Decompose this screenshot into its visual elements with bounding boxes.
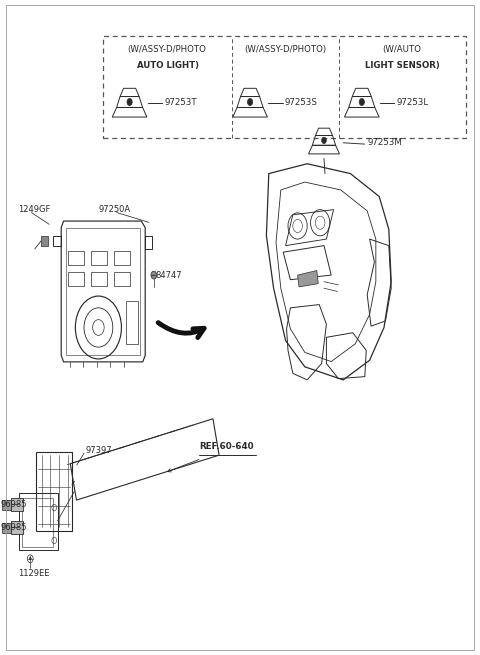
Text: 97397: 97397: [85, 446, 112, 455]
Text: (W/AUTO: (W/AUTO: [383, 45, 421, 54]
Text: AUTO LIGHT): AUTO LIGHT): [136, 61, 199, 70]
Bar: [126, 301, 138, 344]
Bar: [66, 227, 140, 355]
Bar: [2, 523, 11, 533]
Bar: [91, 251, 108, 265]
Bar: [69, 251, 84, 265]
Text: 1129EE: 1129EE: [18, 569, 50, 578]
Polygon shape: [41, 236, 48, 246]
Bar: [2, 500, 11, 510]
Text: 97253T: 97253T: [164, 98, 197, 107]
Bar: [115, 251, 130, 265]
Text: 97250A: 97250A: [98, 205, 131, 214]
Text: 96985: 96985: [1, 500, 27, 509]
Circle shape: [248, 98, 252, 105]
Text: 97253L: 97253L: [396, 98, 429, 107]
Bar: [11, 498, 23, 511]
Polygon shape: [298, 271, 318, 287]
Bar: [69, 272, 84, 286]
Text: 97253S: 97253S: [285, 98, 318, 107]
Text: LIGHT SENSOR): LIGHT SENSOR): [365, 61, 440, 70]
Text: 96985: 96985: [1, 523, 27, 532]
Circle shape: [359, 98, 364, 105]
Bar: [91, 272, 108, 286]
Circle shape: [151, 271, 156, 279]
Bar: [11, 521, 23, 534]
Text: (W/ASSY-D/PHOTO): (W/ASSY-D/PHOTO): [244, 45, 326, 54]
Bar: [22, 498, 53, 547]
Text: REF.60-640: REF.60-640: [199, 442, 254, 451]
Bar: [115, 272, 130, 286]
Text: 84747: 84747: [156, 271, 182, 280]
Circle shape: [127, 98, 132, 105]
Circle shape: [29, 557, 31, 560]
Text: 1249GF: 1249GF: [18, 205, 50, 214]
Text: (W/ASSY-D/PHOTO: (W/ASSY-D/PHOTO: [128, 45, 206, 54]
Circle shape: [322, 138, 326, 143]
Text: 97253M: 97253M: [367, 138, 402, 147]
